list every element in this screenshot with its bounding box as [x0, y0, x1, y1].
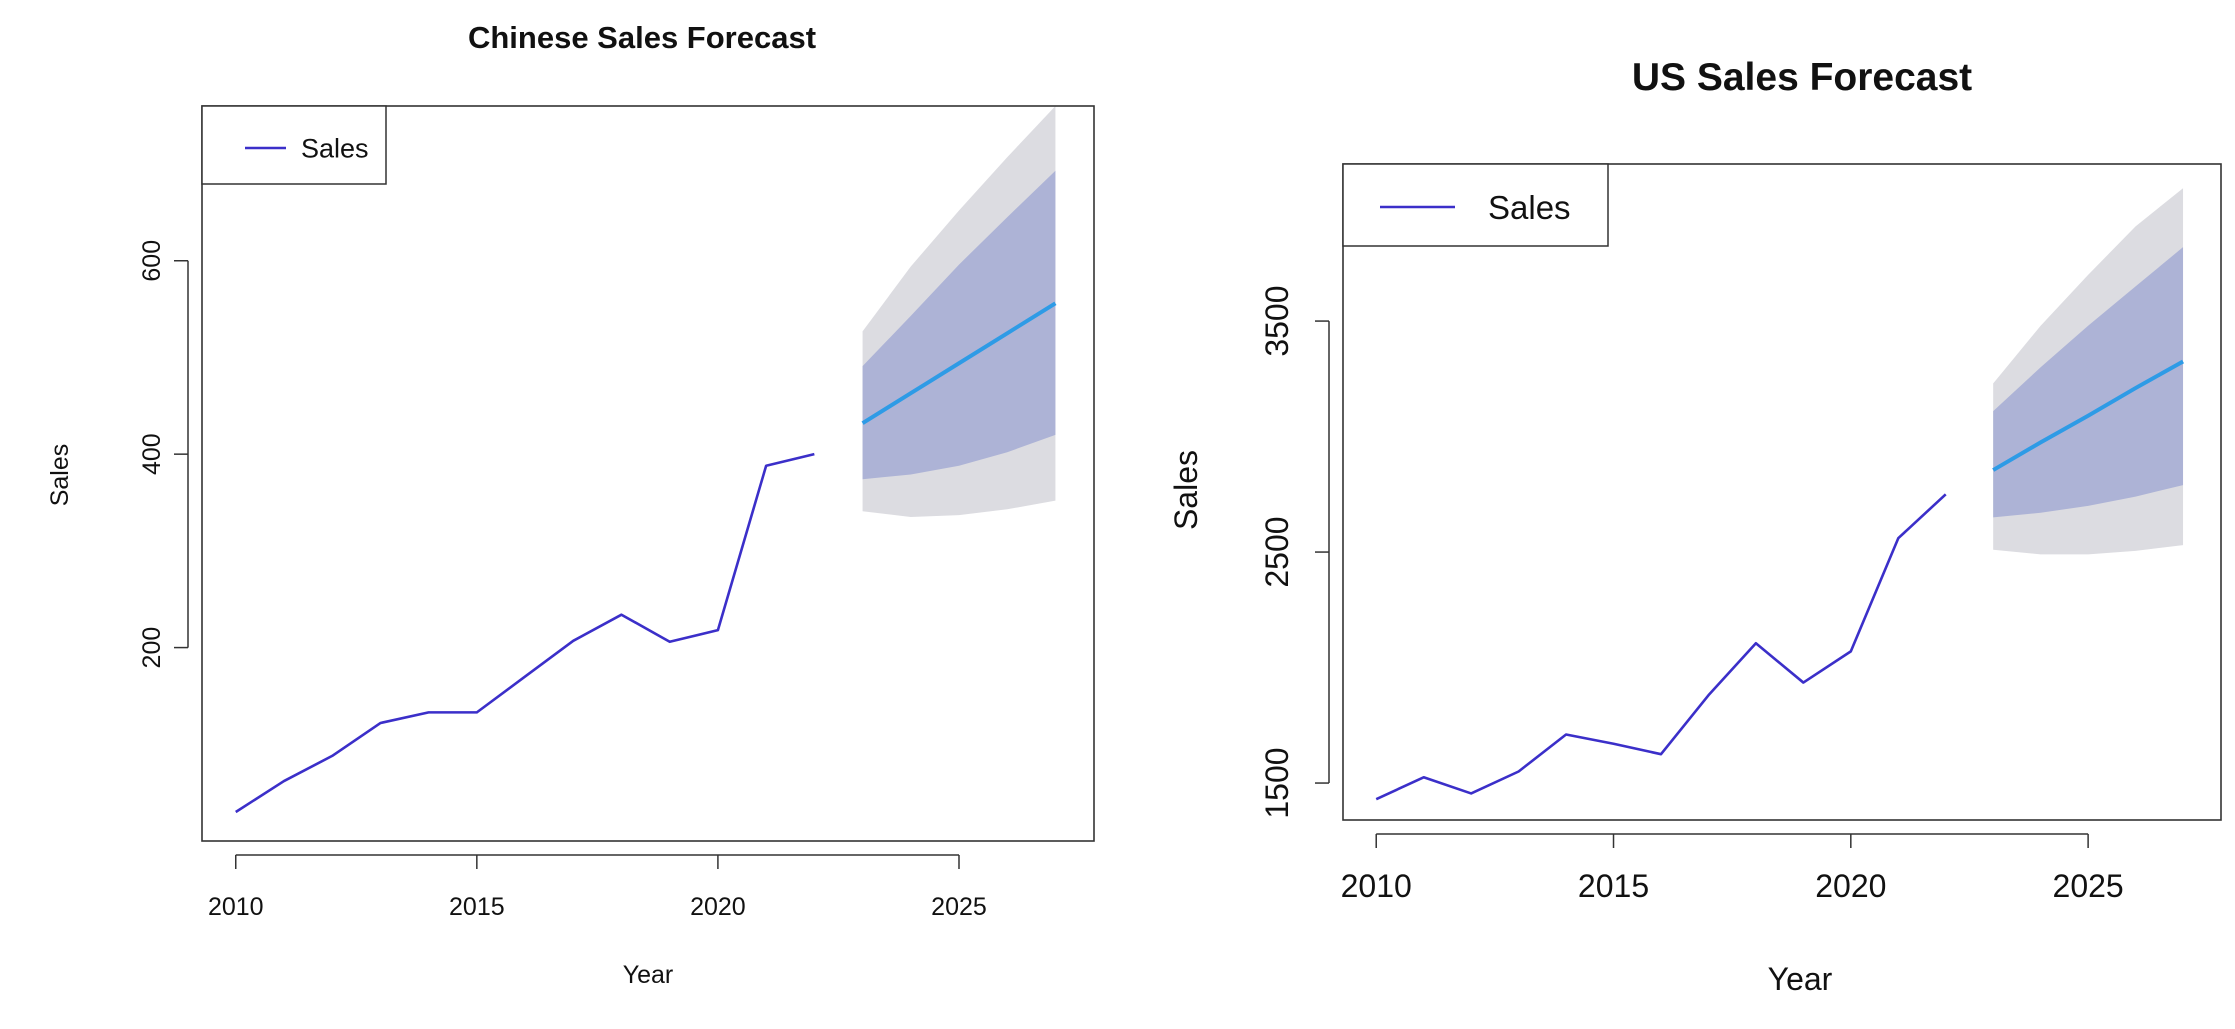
chart-title: Chinese Sales Forecast	[468, 20, 816, 55]
x-tick-label: 2020	[1815, 868, 1886, 904]
series-line-sales	[1375, 493, 1947, 801]
x-axis-label: Year	[623, 961, 674, 989]
chart-panel-1: Chinese Sales Forecast 2010 2015 2020 2025 20…	[46, 20, 1095, 989]
x-axis-label: Year	[1768, 961, 1833, 997]
forecast-mean-line	[861, 301, 1057, 425]
x-tick-label: 2015	[449, 893, 505, 921]
legend-box	[201, 105, 387, 185]
forecast-80-interval	[862, 170, 1056, 480]
forecast-80-interval	[1993, 247, 2184, 518]
legend-label: Sales	[301, 134, 369, 164]
chart-panel-2: US Sales Forecast 2010 2015 2020 2025 1500 250…	[1168, 56, 2222, 997]
x-tick-label: 2010	[208, 893, 264, 921]
x-tick-label: 2015	[1578, 868, 1649, 904]
chart-title: US Sales Forecast	[1632, 56, 1972, 99]
plot-frame	[201, 105, 1095, 842]
x-tick-label: 2025	[2053, 868, 2124, 904]
legend: Sales	[1342, 163, 1609, 247]
y-tick-label: 400	[138, 433, 166, 475]
y-tick-label: 3500	[1259, 285, 1295, 356]
x-tick-label: 2010	[1341, 868, 1412, 904]
x-tick-label: 2020	[690, 893, 746, 921]
forecast-mean-line	[1992, 359, 2185, 472]
y-tick-label: 200	[138, 627, 166, 669]
legend-label: Sales	[1488, 189, 1571, 226]
legend: Sales	[201, 105, 387, 185]
plot-frame	[1342, 163, 2222, 821]
series-line-sales	[235, 452, 815, 814]
y-tick-label: 1500	[1259, 747, 1295, 818]
y-axis-label: Sales	[46, 444, 74, 507]
y-tick-label: 600	[138, 240, 166, 282]
y-axis-label: Sales	[1168, 450, 1204, 530]
x-tick-label: 2025	[931, 893, 987, 921]
legend-box	[1342, 163, 1609, 247]
y-tick-label: 2500	[1259, 516, 1295, 587]
